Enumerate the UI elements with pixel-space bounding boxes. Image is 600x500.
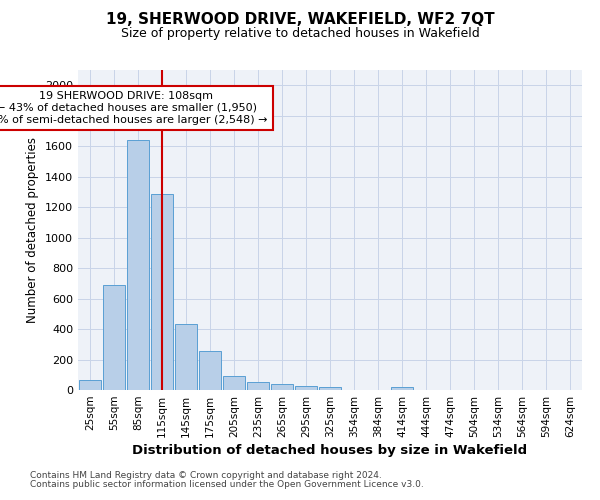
Bar [247,382,269,390]
Bar [391,388,413,390]
Text: Contains HM Land Registry data © Crown copyright and database right 2024.: Contains HM Land Registry data © Crown c… [30,471,382,480]
Text: 19, SHERWOOD DRIVE, WAKEFIELD, WF2 7QT: 19, SHERWOOD DRIVE, WAKEFIELD, WF2 7QT [106,12,494,28]
Text: Contains public sector information licensed under the Open Government Licence v3: Contains public sector information licen… [30,480,424,489]
Bar [271,384,293,390]
Bar [175,324,197,390]
Text: 19 SHERWOOD DRIVE: 108sqm
← 43% of detached houses are smaller (1,950)
56% of se: 19 SHERWOOD DRIVE: 108sqm ← 43% of detac… [0,92,268,124]
Bar [319,388,341,390]
X-axis label: Distribution of detached houses by size in Wakefield: Distribution of detached houses by size … [133,444,527,457]
Bar [127,140,149,390]
Y-axis label: Number of detached properties: Number of detached properties [26,137,40,323]
Bar [103,285,125,390]
Text: Size of property relative to detached houses in Wakefield: Size of property relative to detached ho… [121,28,479,40]
Bar [295,386,317,390]
Bar [151,194,173,390]
Bar [79,380,101,390]
Bar [223,376,245,390]
Bar [199,351,221,390]
